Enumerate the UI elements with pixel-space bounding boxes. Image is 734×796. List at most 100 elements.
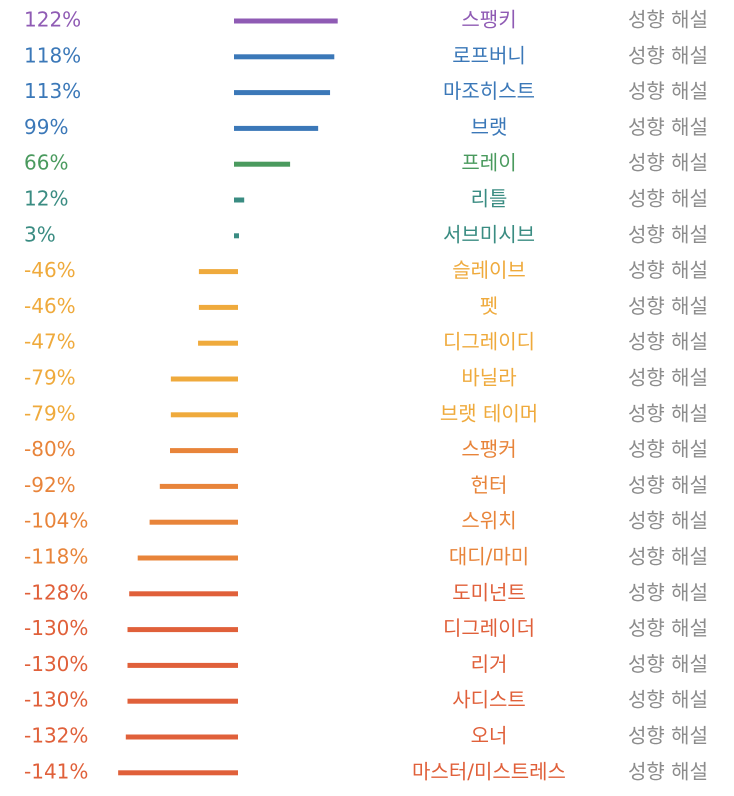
chart-row: -130% 사디스트 성향 해설 <box>24 688 708 712</box>
tendency-explanation-link[interactable]: 성향 해설 <box>628 366 708 390</box>
bar <box>170 412 238 418</box>
category-label: 디그레이더 <box>443 616 535 640</box>
bar <box>234 125 319 131</box>
value-label: -80% <box>24 437 76 461</box>
bar <box>127 627 238 633</box>
bar <box>149 519 238 525</box>
bar <box>234 233 239 239</box>
bar <box>198 269 238 275</box>
bar <box>170 376 238 382</box>
tendency-explanation-link[interactable]: 성향 해설 <box>628 580 708 604</box>
value-label: 113% <box>24 79 81 103</box>
tendency-explanation-link[interactable]: 성향 해설 <box>628 401 708 425</box>
bar <box>170 448 238 454</box>
value-label: -92% <box>24 473 76 497</box>
chart-row: -80% 스팽커 성향 해설 <box>24 437 708 461</box>
chart-row: -130% 디그레이더 성향 해설 <box>24 616 708 640</box>
category-label: 리거 <box>471 652 508 676</box>
value-label: -46% <box>24 258 76 282</box>
chart-row: -46% 슬레이브 성향 해설 <box>24 258 708 282</box>
value-label: -46% <box>24 294 76 318</box>
chart-row: 99% 브랫 성향 해설 <box>24 115 708 139</box>
tendency-explanation-link[interactable]: 성향 해설 <box>628 258 708 282</box>
category-label: 도미넌트 <box>452 580 526 604</box>
value-label: -130% <box>24 652 88 676</box>
tendency-explanation-link[interactable]: 성향 해설 <box>628 151 708 175</box>
tendency-explanation-link[interactable]: 성향 해설 <box>628 79 708 103</box>
chart-row: -79% 브랫 테이머 성향 해설 <box>24 401 708 425</box>
value-label: 66% <box>24 151 68 175</box>
bar <box>159 483 238 489</box>
chart-row: -47% 디그레이디 성향 해설 <box>24 330 708 354</box>
category-label: 헌터 <box>471 473 508 497</box>
category-label: 디그레이디 <box>443 330 535 354</box>
bar <box>198 340 238 346</box>
chart-row: 3% 서브미시브 성향 해설 <box>24 222 708 246</box>
category-label: 슬레이브 <box>452 258 526 282</box>
value-label: 12% <box>24 187 68 211</box>
category-label: 마스터/미스트레스 <box>412 759 566 783</box>
tendency-explanation-link[interactable]: 성향 해설 <box>628 330 708 354</box>
category-label: 스위치 <box>461 509 516 533</box>
tendency-explanation-link[interactable]: 성향 해설 <box>628 652 708 676</box>
value-label: 118% <box>24 43 81 67</box>
category-label: 리틀 <box>471 187 508 211</box>
tendency-explanation-link[interactable]: 성향 해설 <box>628 8 708 32</box>
chart-row: -130% 리거 성향 해설 <box>24 652 708 676</box>
tendency-explanation-link[interactable]: 성향 해설 <box>628 509 708 533</box>
tendency-explanation-link[interactable]: 성향 해설 <box>628 115 708 139</box>
chart-row: -79% 바닐라 성향 해설 <box>24 366 708 390</box>
category-label: 프레이 <box>461 151 516 175</box>
value-label: -130% <box>24 688 88 712</box>
category-label: 사디스트 <box>452 688 526 712</box>
tendency-explanation-link[interactable]: 성향 해설 <box>628 759 708 783</box>
tendency-explanation-link[interactable]: 성향 해설 <box>628 688 708 712</box>
tendency-explanation-link[interactable]: 성향 해설 <box>628 473 708 497</box>
value-label: -130% <box>24 616 88 640</box>
bar <box>127 662 238 668</box>
value-label: -104% <box>24 509 88 533</box>
category-label: 대디/마미 <box>449 545 529 569</box>
category-label: 브랫 테이머 <box>440 401 538 425</box>
tendency-explanation-link[interactable]: 성향 해설 <box>628 616 708 640</box>
category-label: 서브미시브 <box>443 222 535 246</box>
category-label: 바닐라 <box>461 366 516 390</box>
tendency-explanation-link[interactable]: 성향 해설 <box>628 437 708 461</box>
chart-row: -118% 대디/마미 성향 해설 <box>24 545 708 569</box>
value-label: 3% <box>24 222 56 246</box>
value-label: -141% <box>24 759 88 783</box>
bar <box>234 90 331 96</box>
tendency-explanation-link[interactable]: 성향 해설 <box>628 222 708 246</box>
value-label: 99% <box>24 115 68 139</box>
bar <box>129 591 238 597</box>
value-label: -79% <box>24 401 76 425</box>
bar <box>125 734 238 740</box>
tendency-explanation-link[interactable]: 성향 해설 <box>628 43 708 67</box>
tendency-explanation-link[interactable]: 성향 해설 <box>628 724 708 748</box>
chart-row: -92% 헌터 성향 해설 <box>24 473 708 497</box>
value-label: -132% <box>24 724 88 748</box>
chart-row: -104% 스위치 성향 해설 <box>24 509 708 533</box>
chart-row: -141% 마스터/미스트레스 성향 해설 <box>24 759 708 783</box>
bar <box>118 770 238 776</box>
bar <box>234 54 335 60</box>
tendency-explanation-link[interactable]: 성향 해설 <box>628 294 708 318</box>
bar <box>234 161 291 167</box>
chart-row: -132% 오너 성향 해설 <box>24 724 708 748</box>
chart-row: 118% 로프버니 성향 해설 <box>24 43 708 67</box>
chart-row: 122% 스팽키 성향 해설 <box>24 8 708 32</box>
tendency-explanation-link[interactable]: 성향 해설 <box>628 545 708 569</box>
tendency-explanation-link[interactable]: 성향 해설 <box>628 187 708 211</box>
category-label: 마조히스트 <box>443 79 535 103</box>
category-label: 스팽커 <box>461 437 516 461</box>
bar <box>137 555 238 561</box>
value-label: -128% <box>24 580 88 604</box>
value-label: -118% <box>24 545 88 569</box>
category-label: 브랫 <box>471 115 508 139</box>
category-label: 스팽키 <box>461 8 516 32</box>
category-label: 로프버니 <box>452 43 526 67</box>
bar <box>234 18 338 24</box>
chart-row: -46% 펫 성향 해설 <box>24 294 708 318</box>
bar <box>234 197 245 203</box>
